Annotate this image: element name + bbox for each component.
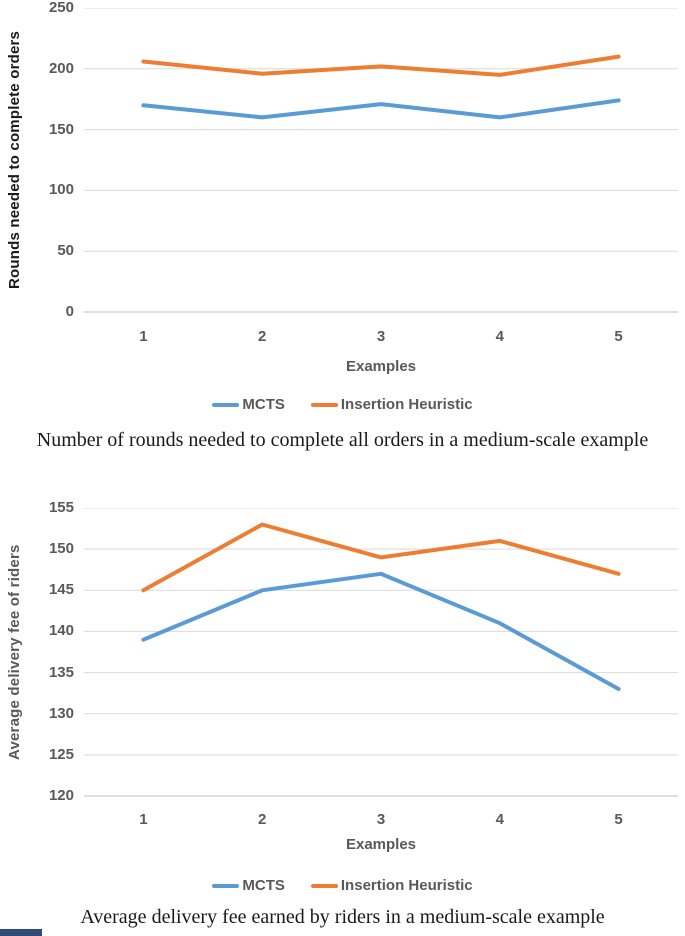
y-tick-label: 100 [48,181,74,199]
legend: MCTS Insertion Heuristic [0,877,685,894]
x-axis-title: Examples [345,836,417,853]
y-tick-label: 120 [48,787,74,804]
y-tick-label: 145 [48,581,74,599]
series-line [141,522,621,593]
legend-line-swatch [310,402,338,407]
y-tick-label: 250 [48,0,74,16]
x-tick-label: 3 [376,328,386,345]
y-tick-label: 125 [48,745,74,763]
series-line [141,98,621,120]
partial-cutoff-element [0,929,42,936]
figure-caption-rounds: Number of rounds needed to complete all … [36,429,649,451]
y-tick-label: 135 [48,663,74,681]
x-tick-label: 5 [614,328,623,345]
plot-area-rounds [84,8,678,313]
x-tick-label: 2 [258,811,267,828]
legend-item-mcts: MCTS [212,396,285,413]
y-tick-label: 150 [48,540,74,558]
legend-item-insertion-heuristic: Insertion Heuristic [310,396,473,413]
x-tick-label: 1 [139,328,148,345]
x-tick-label: 5 [614,811,623,828]
legend-label: Insertion Heuristic [340,877,473,894]
x-tick-label: 1 [139,811,148,828]
legend-line-swatch [310,883,338,888]
legend-label: MCTS [242,877,285,894]
x-axis-title: Examples [345,358,417,375]
x-tick-label: 3 [376,811,386,828]
series-line [141,571,621,691]
legend-line-swatch [212,402,240,407]
delivery-fee-chart: Average delivery fee of riders Examples … [0,498,685,900]
x-tick-label: 4 [495,328,504,345]
y-axis-title-rounds: Rounds needed to complete orders [6,30,23,290]
rounds-chart: Rounds needed to complete orders Example… [0,0,685,424]
x-tick-label: 4 [495,811,504,828]
legend-line-swatch [212,883,240,888]
legend: MCTS Insertion Heuristic [0,396,685,413]
y-tick-label: 140 [48,622,74,640]
legend-item-insertion-heuristic: Insertion Heuristic [310,877,473,894]
y-tick-label: 155 [48,499,74,516]
legend-item-mcts: MCTS [212,877,285,894]
x-tick-label: 2 [258,328,267,345]
series-line [141,54,621,77]
legend-label: Insertion Heuristic [340,396,473,413]
y-tick-label: 150 [48,120,74,138]
y-tick-label: 50 [57,242,74,260]
figure-caption-fee: Average delivery fee earned by riders in… [80,906,605,928]
y-tick-label: 200 [48,59,74,77]
y-tick-label: 130 [48,704,74,722]
y-tick-label: 0 [65,303,74,320]
legend-label: MCTS [242,396,285,413]
plot-area-fee [84,508,678,797]
